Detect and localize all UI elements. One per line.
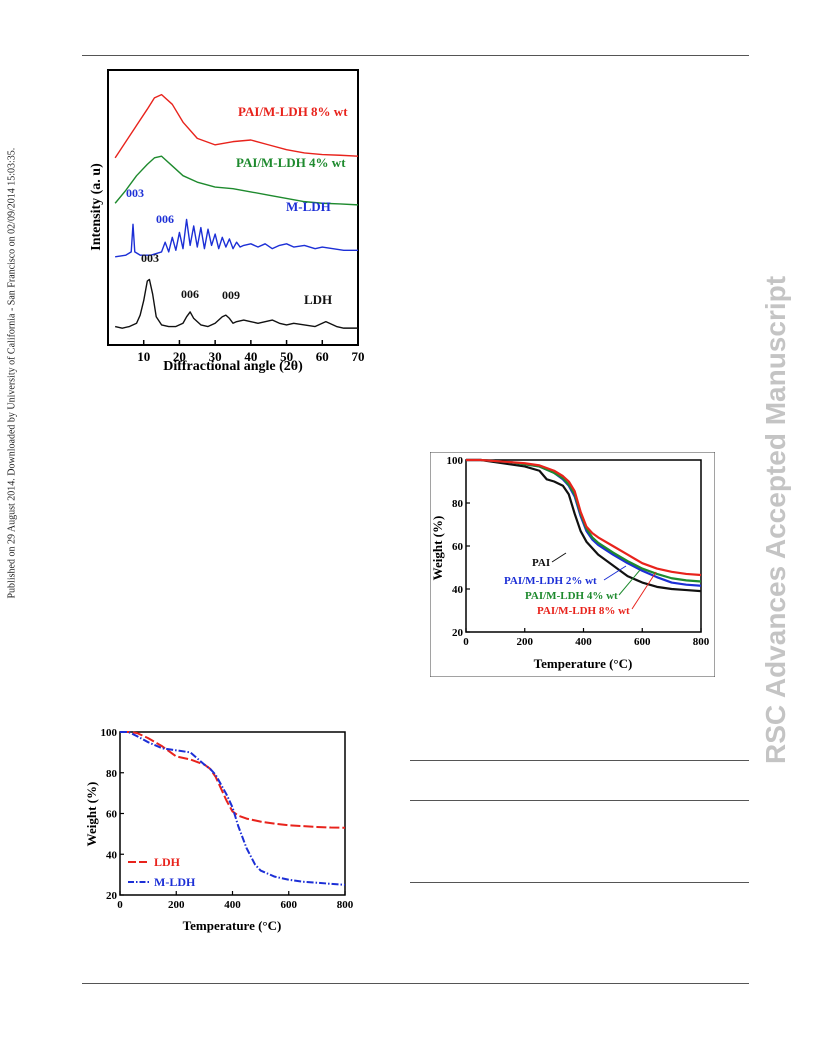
xrd-x-tick-label: 40 xyxy=(244,349,257,364)
tga-composite-chart: 0 200 400 600 800 20 40 60 80 100 Temperature (°C… xyxy=(429,451,716,678)
tga-ldh-figure: 0 200 400 600 800 20 40 60 80 100 Temperature (°C… xyxy=(84,726,354,936)
tga-ldh-chart: 0 200 400 600 800 20 40 60 80 100 Temperature (°C… xyxy=(84,727,354,933)
tga-composite-y-label: Weight (%) xyxy=(430,516,445,581)
table-rule-mid xyxy=(410,800,749,801)
xrd-series-m-ldh xyxy=(115,218,358,258)
label-pai-mldh-8: PAI/M-LDH 8% wt xyxy=(238,104,348,119)
label-mldh-003: 003 xyxy=(126,186,144,200)
tga-composite-x-tick-label: 200 xyxy=(517,636,534,648)
tga-composite-y-tick-label: 60 xyxy=(452,541,464,553)
tga-composite-x-label: Temperature (°C) xyxy=(534,656,633,671)
tga-ldh-plot-frame xyxy=(119,731,346,896)
tga-composite-series-pai-m-ldh-8-wt xyxy=(466,458,702,577)
tga-composite-x-tick-label: 400 xyxy=(575,636,592,648)
tga-composite-x-tick-label: 800 xyxy=(693,636,710,648)
xrd-series-ldh xyxy=(114,278,358,329)
tga-ldh-y-label: Weight (%) xyxy=(84,782,99,847)
xrd-x-tick-label: 70 xyxy=(352,349,365,364)
xrd-figure: 10 20 30 40 50 60 70 Diffractional angle (2θ) … xyxy=(86,64,376,376)
tga-ldh-x-tick-label: 600 xyxy=(281,899,298,911)
tga-composite-figure: 0 200 400 600 800 20 40 60 80 100 Temperature (°C… xyxy=(429,451,716,678)
xrd-x-tick-label: 20 xyxy=(173,349,186,364)
tga-composite-y-tick-label: 40 xyxy=(452,584,464,596)
tga-composite-y-tick-label: 80 xyxy=(452,498,464,510)
label-tga-pai-mldh-8: PAI/M-LDH 8% wt xyxy=(537,605,630,617)
tga-ldh-y-tick-label: 60 xyxy=(106,809,118,821)
xrd-x-label: Diffractional angle (2θ) xyxy=(163,359,303,374)
xrd-plot-frame xyxy=(107,69,359,346)
header-rule xyxy=(82,55,749,56)
tga-ldh-legend: LDH M-LDH xyxy=(128,855,196,889)
tga-ldh-x-tick-label: 800 xyxy=(337,899,354,911)
tga-ldh-y-tick-label: 40 xyxy=(106,849,118,861)
label-tga-pai-mldh-4: PAI/M-LDH 4% wt xyxy=(525,590,618,602)
xrd-y-label: Intensity (a. u) xyxy=(89,163,104,251)
label-pai-mldh-2: PAI/M-LDH 2% wt xyxy=(504,575,597,587)
tga-ldh-y-tick-label: 20 xyxy=(106,890,118,902)
label-ldh-009: 009 xyxy=(222,288,240,302)
tga-ldh-x-tick-label: 400 xyxy=(224,899,241,911)
label-ldh-003: 003 xyxy=(141,251,159,265)
legend-ldh-label: LDH xyxy=(154,855,181,869)
table-rule-top xyxy=(410,760,749,761)
tga-ldh-x-tick-label: 0 xyxy=(117,899,123,911)
tga-ldh-x-tick-label: 200 xyxy=(168,899,185,911)
xrd-chart: 10 20 30 40 50 60 70 Diffractional angle (2θ) … xyxy=(89,69,365,374)
xrd-series-pai-m-ldh-8-wt xyxy=(114,93,359,159)
xrd-series-pai-m-ldh-4-wt xyxy=(114,155,359,206)
label-mldh: M-LDH xyxy=(286,199,331,214)
tga-composite-series-pai xyxy=(466,458,702,593)
tga-composite-x-tick-label: 600 xyxy=(634,636,651,648)
accepted-manuscript-watermark: RSC Advances Accepted Manuscript xyxy=(760,275,791,764)
label-ldh-006: 006 xyxy=(181,287,199,301)
tga-ldh-series-m-ldh xyxy=(120,731,346,886)
footer-rule xyxy=(82,983,749,984)
xrd-x-tick-label: 50 xyxy=(280,349,293,364)
label-mldh-006: 006 xyxy=(156,212,174,226)
xrd-x-tick-label: 60 xyxy=(316,349,329,364)
tga-composite-y-tick-label: 20 xyxy=(452,627,464,639)
tga-ldh-x-label: Temperature (°C) xyxy=(183,918,282,933)
label-pai: PAI xyxy=(532,557,550,569)
label-pai-mldh-4: PAI/M-LDH 4% wt xyxy=(236,155,346,170)
legend-mldh-label: M-LDH xyxy=(154,875,196,889)
publication-note: Published on 29 August 2014. Downloaded … xyxy=(6,147,18,599)
label-ldh: LDH xyxy=(304,292,332,307)
tga-composite-y-tick-label: 100 xyxy=(447,455,464,467)
xrd-x-tick-label: 30 xyxy=(209,349,222,364)
tga-ldh-series-ldh xyxy=(120,731,346,829)
tga-ldh-y-tick-label: 80 xyxy=(106,768,118,780)
table-rule-bottom xyxy=(410,882,749,883)
tga-composite-x-tick-label: 0 xyxy=(463,636,469,648)
tga-ldh-y-tick-label: 100 xyxy=(101,727,118,739)
xrd-x-tick-label: 10 xyxy=(137,349,150,364)
